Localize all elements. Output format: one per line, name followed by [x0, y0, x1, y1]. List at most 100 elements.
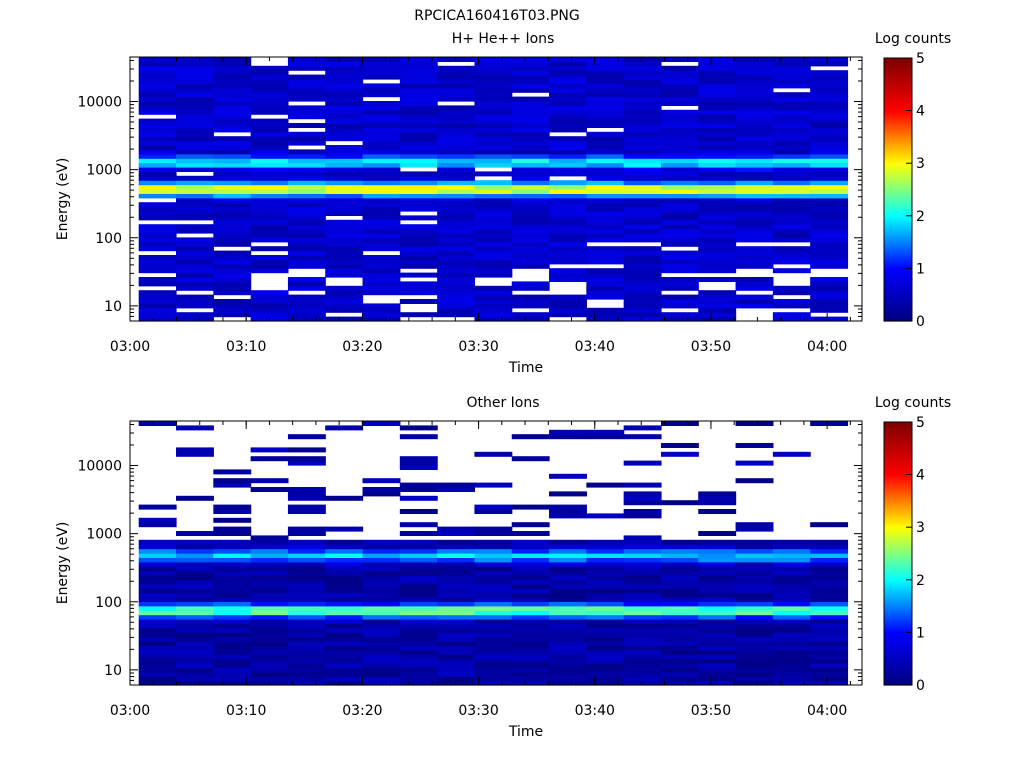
heatmap-cell [362, 610, 401, 616]
heatmap-cell [623, 557, 662, 563]
heatmap-cell [586, 307, 625, 313]
heatmap-cell [772, 233, 811, 238]
colorbar-step [884, 281, 912, 285]
heatmap-cell [287, 632, 326, 638]
colorbar-step [884, 628, 912, 631]
page-title: RPCICA160416T03.PNG [414, 8, 579, 24]
heatmap-cell [623, 70, 662, 76]
heatmap-cell [474, 632, 513, 638]
heatmap-cell [287, 303, 326, 309]
heatmap-cell [287, 456, 326, 462]
heatmap-cell [287, 74, 326, 80]
colorbar-step [884, 540, 912, 544]
heatmap-cell [735, 180, 774, 186]
heatmap-cell [623, 645, 662, 651]
heatmap-cell [511, 61, 550, 67]
heatmap-cell [250, 632, 289, 638]
heatmap-cell [474, 162, 513, 168]
heatmap-cell [511, 250, 550, 256]
heatmap-cell [735, 627, 774, 633]
heatmap-cell [623, 149, 662, 155]
heatmap-cell [474, 451, 513, 457]
x-axis-label: Time [508, 724, 543, 740]
heatmap-cell [325, 237, 364, 243]
heatmap-cell [586, 645, 625, 651]
heatmap-cell [772, 127, 811, 133]
heatmap-cell [698, 241, 737, 247]
heatmap-cell [362, 281, 401, 287]
heatmap-cell [586, 539, 625, 545]
heatmap-cell [623, 268, 662, 274]
colorbar-frame [883, 57, 913, 322]
heatmap-cell [735, 566, 774, 572]
heatmap-cell [549, 272, 587, 278]
heatmap-cell [250, 175, 289, 181]
heatmap-cell [698, 303, 737, 309]
heatmap-cell [213, 627, 252, 633]
y-axis-label: Energy (eV) [55, 522, 71, 605]
heatmap-cell [586, 316, 625, 322]
heatmap-cell [437, 658, 476, 664]
colorbar-tick-label: 0 [916, 314, 925, 330]
heatmap-cell [399, 425, 438, 431]
heatmap-cell [287, 241, 326, 247]
heatmap-cell [810, 566, 849, 572]
heatmap-cell [549, 83, 587, 89]
colorbar-step [884, 119, 912, 123]
heatmap-cell [437, 601, 476, 607]
heatmap-cell [325, 123, 364, 128]
heatmap-cell [511, 671, 550, 677]
heatmap-cell [735, 570, 774, 576]
heatmap-cell [287, 219, 326, 225]
heatmap-cell [362, 421, 401, 426]
colorbar-step [884, 150, 912, 153]
heatmap-cell [287, 539, 326, 545]
heatmap-cell [810, 105, 849, 111]
colorbar-step [884, 231, 912, 234]
heatmap-cell [810, 127, 849, 133]
heatmap-cell [399, 592, 438, 598]
heatmap-cell [810, 421, 849, 426]
heatmap-cell [586, 641, 625, 646]
heatmap-cell [586, 167, 625, 172]
heatmap-cell [660, 619, 699, 624]
heatmap-cell [138, 259, 177, 265]
heatmap-cell [586, 237, 625, 243]
heatmap-cell [698, 645, 737, 651]
heatmap-cell [474, 171, 513, 177]
heatmap-cell [399, 557, 438, 563]
heatmap-cell [586, 663, 625, 668]
heatmap-cell [735, 597, 774, 602]
heatmap-cell [698, 149, 737, 155]
heatmap-cell [399, 588, 438, 594]
heatmap-cell [250, 193, 289, 199]
heatmap-cell [176, 667, 214, 673]
heatmap-cell [810, 118, 849, 124]
colorbar-step [884, 435, 912, 438]
heatmap-cell [735, 193, 774, 199]
heatmap-cell [213, 667, 252, 673]
heatmap-cell [325, 83, 364, 89]
heatmap-cell [176, 277, 214, 282]
heatmap-cell [586, 597, 625, 602]
heatmap-cell [549, 211, 587, 216]
heatmap-cell [623, 197, 662, 203]
heatmap-cell [213, 96, 252, 102]
heatmap-cell [698, 158, 737, 164]
heatmap-cell [772, 561, 811, 567]
heatmap-cell [474, 285, 513, 291]
heatmap-cell [623, 654, 662, 660]
heatmap-cell [772, 114, 811, 120]
heatmap-cell [810, 281, 849, 287]
heatmap-cell [511, 171, 550, 177]
heatmap-cell [437, 197, 476, 203]
heatmap-cell [735, 303, 774, 309]
colorbar-step [884, 612, 912, 616]
heatmap-cell [660, 539, 699, 545]
heatmap-cell [511, 153, 550, 159]
heatmap-cell [698, 531, 737, 536]
heatmap-cell [399, 180, 438, 186]
heatmap-cell [474, 246, 513, 252]
heatmap-cell [437, 561, 476, 567]
heatmap-cell [623, 597, 662, 602]
